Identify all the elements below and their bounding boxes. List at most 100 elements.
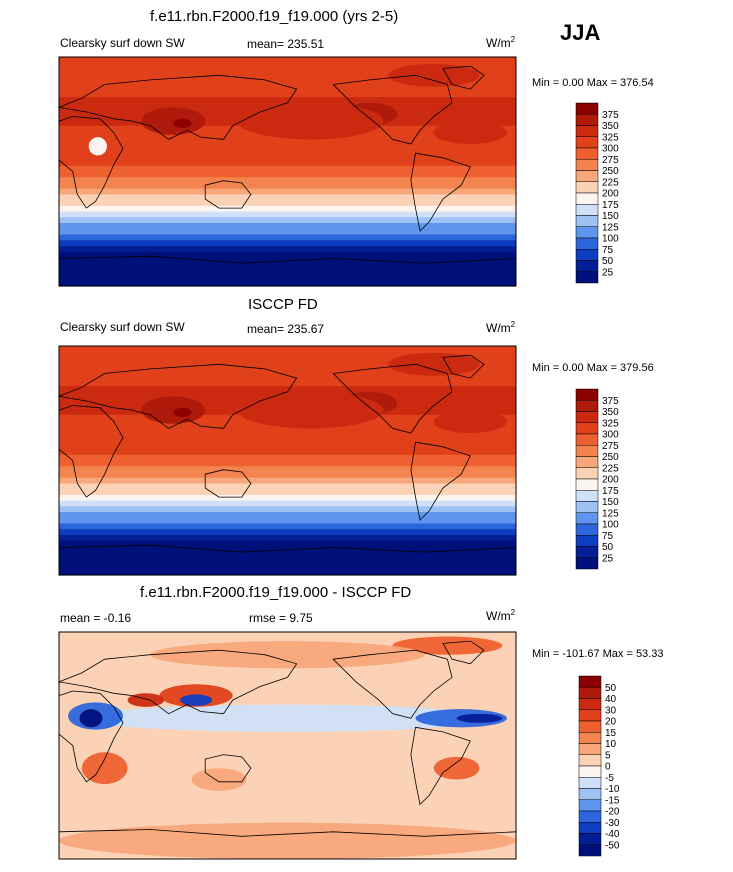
map-field-2 (59, 346, 516, 576)
zonal-band (59, 154, 516, 161)
background-level (59, 632, 516, 859)
difference-patch (150, 641, 425, 669)
colorbar-swatch (575, 557, 599, 570)
colorbar-swatch (575, 456, 599, 468)
colorbar-swatch (575, 422, 599, 435)
colorbar-tick-label: 200 (602, 189, 619, 200)
colorbar-tick-label: 100 (602, 520, 619, 531)
zonal-band (59, 517, 516, 525)
regional-minimum (88, 137, 107, 156)
africa-outline (58, 116, 124, 209)
zonal-band (59, 494, 516, 502)
zonal-band (59, 97, 516, 104)
colorbar-swatch (575, 271, 599, 284)
colorbar-tick-label: -20 (605, 807, 620, 818)
zonal-band (59, 466, 516, 473)
colorbar-tick-label: -30 (605, 818, 620, 829)
south-america-outline (410, 441, 471, 521)
zonal-band (59, 534, 516, 542)
panel3-minmax: Min = -101.67 Max = 53.33 (532, 648, 664, 660)
zonal-band (59, 437, 516, 444)
antarctica-outline (58, 829, 517, 837)
australia-outline (204, 180, 252, 209)
zonal-band (59, 200, 516, 207)
colorbar-swatch (575, 102, 599, 115)
zonal-band (59, 194, 516, 201)
colorbar-tick-label: 275 (602, 155, 619, 166)
zonal-band (59, 74, 516, 81)
colorbar-tick-label: 75 (602, 245, 614, 256)
colorbar-tick-label: 300 (602, 144, 619, 155)
regional-maximum (173, 118, 192, 128)
zonal-band (59, 280, 516, 287)
colorbar-swatch (575, 445, 599, 457)
regional-maximum (237, 391, 384, 429)
australia-outline (204, 469, 252, 498)
zonal-band (59, 563, 516, 570)
colorbar-swatch (575, 411, 599, 423)
colorbar-1: 3753503253002752502252001751501251007550… (575, 102, 619, 284)
regional-maximum (388, 63, 480, 87)
colorbar-tick-label: 25 (602, 267, 614, 278)
zonal-band (59, 171, 516, 178)
colorbar-swatch (575, 546, 599, 558)
zonal-band (59, 245, 516, 253)
coastlines-3 (57, 640, 517, 837)
colorbar-swatch (575, 478, 599, 491)
panel1-units: W/m2 (486, 35, 516, 50)
colorbar-tick-label: 50 (605, 683, 617, 694)
map-frame-2 (58, 345, 517, 576)
colorbar-tick-label: 200 (602, 475, 619, 486)
zonal-band (59, 274, 516, 281)
colorbar-tick-label: 325 (602, 132, 619, 143)
zonal-band (59, 540, 516, 547)
coastlines-1 (57, 65, 517, 264)
colorbar-swatch (575, 260, 599, 272)
eurasia-outline (57, 74, 298, 140)
zonal-band (59, 386, 516, 393)
regional-maximum (433, 121, 507, 145)
zonal-band (59, 79, 516, 87)
colorbar-tick-label: 325 (602, 418, 619, 429)
colorbar-tick-label: 15 (605, 728, 617, 739)
zonal-band (59, 431, 516, 439)
colorbar-swatch (578, 698, 602, 710)
zonal-band (59, 512, 516, 519)
north-america-outline (332, 649, 453, 719)
colorbar-tick-label: 375 (602, 110, 619, 121)
colorbar-swatch (575, 501, 599, 513)
colorbar-swatch (578, 844, 602, 857)
colorbar-tick-label: 20 (605, 717, 617, 728)
colorbar-tick-label: 350 (602, 121, 619, 132)
difference-patch (191, 768, 247, 791)
zonal-band (59, 223, 516, 230)
colorbar-swatch (578, 799, 602, 812)
zonal-band (59, 251, 516, 258)
colorbar-swatch (578, 765, 602, 778)
zonal-band (59, 165, 516, 173)
zonal-band (59, 500, 516, 507)
zonal-band (59, 483, 516, 490)
colorbar-swatch (578, 788, 602, 800)
colorbar-swatch (575, 226, 599, 239)
zonal-band (59, 148, 516, 155)
zonal-band (59, 351, 516, 359)
panel2-mean-label: mean= 235.67 (247, 322, 325, 336)
colorbar-swatch (575, 215, 599, 227)
colorbar-tick-label: 350 (602, 407, 619, 418)
zonal-band (59, 263, 516, 270)
colorbar-swatch (575, 125, 599, 137)
colorbar-tick-label: 300 (602, 430, 619, 441)
zonal-band (59, 380, 516, 387)
colorbar-swatch (578, 833, 602, 845)
zonal-band (59, 346, 516, 353)
eurasia-outline (57, 363, 298, 429)
colorbar-tick-label: 175 (602, 200, 619, 211)
colorbar-tick-label: 0 (605, 762, 611, 773)
coastlines-2 (57, 354, 517, 553)
colorbar-tick-label: -10 (605, 784, 620, 795)
panel1-minmax: Min = 0.00 Max = 376.54 (532, 77, 654, 89)
regional-maximum (388, 352, 480, 376)
zonal-band (59, 357, 516, 364)
